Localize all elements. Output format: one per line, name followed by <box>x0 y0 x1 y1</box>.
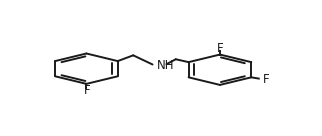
Text: F: F <box>84 84 91 97</box>
Text: F: F <box>217 42 223 55</box>
Text: F: F <box>262 73 269 86</box>
Text: NH: NH <box>157 58 175 72</box>
